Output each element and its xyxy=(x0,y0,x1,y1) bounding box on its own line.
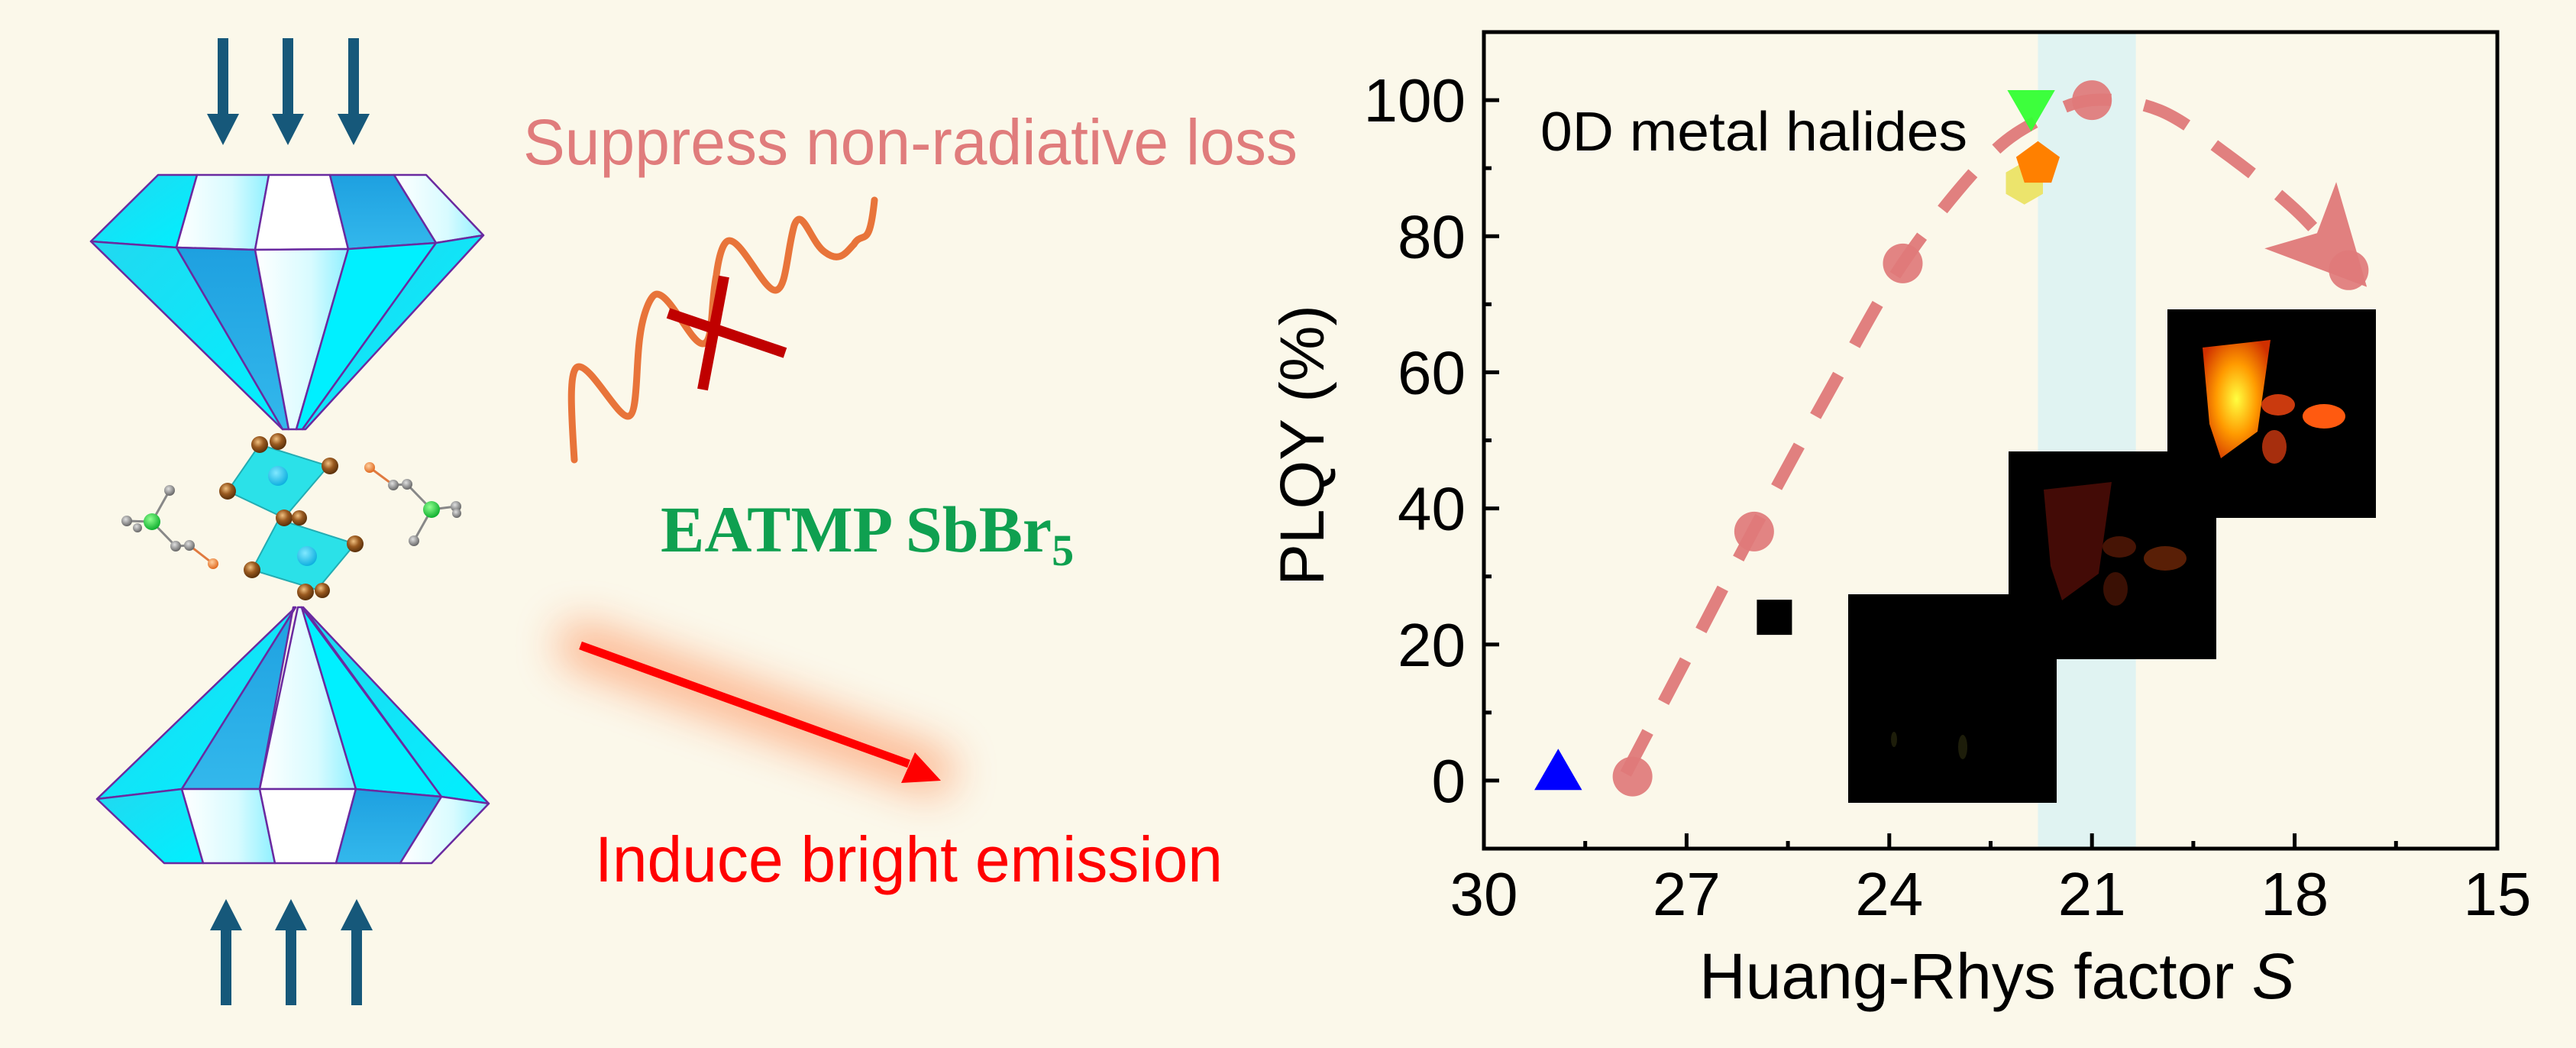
trend-curve xyxy=(1620,93,2368,777)
data-point-triangle-up xyxy=(1534,749,1582,791)
sbbr-octahedra xyxy=(219,433,364,600)
y-tick-label: 20 xyxy=(1398,611,1466,679)
emission-arrow-icon xyxy=(558,623,955,794)
x-tick-label: 18 xyxy=(2261,860,2329,928)
data-point-pentagon xyxy=(2015,141,2060,183)
emission-photo-low xyxy=(1848,594,2057,803)
crystal-fragment xyxy=(2103,572,2128,606)
down-arrow-icon xyxy=(338,38,370,145)
down-arrow-icon xyxy=(272,38,304,145)
down-arrow-icon xyxy=(207,38,239,145)
up-arrow-icon xyxy=(341,899,373,1005)
x-tick-label: 30 xyxy=(1450,860,1518,928)
pressure-arrows-top xyxy=(207,38,370,145)
up-arrow-icon xyxy=(210,899,242,1005)
y-tick-label: 0 xyxy=(1432,747,1466,815)
suppress-label: Suppress non-radiative loss xyxy=(523,106,1298,178)
crystal-large xyxy=(2203,340,2271,458)
crystal-structure xyxy=(121,433,461,600)
data-point-square xyxy=(1757,600,1792,636)
crystal-fragment xyxy=(2262,430,2287,464)
crystal-small xyxy=(2303,404,2345,429)
crystal-fragment xyxy=(2261,394,2295,416)
x-axis-label-text: Huang-Rhys factor xyxy=(1699,940,2234,1012)
emission-label: Induce bright emission xyxy=(595,823,1223,895)
y-tick-label: 40 xyxy=(1398,475,1466,543)
x-axis-label-symbol: S xyxy=(2252,940,2295,1012)
crystal-large xyxy=(2044,482,2112,600)
crystal-faint xyxy=(1891,732,1897,747)
nonradiative-wave-icon xyxy=(567,196,878,464)
pressure-illustration xyxy=(89,38,490,1005)
compound-label: EATMP SbBr5 xyxy=(661,493,1074,575)
axes: 30 27 24 21 18 15 0 20 40 60 80 100 xyxy=(1364,30,2532,928)
emission-photo-insets xyxy=(1848,309,2376,803)
y-axis-label: PLQY (%) xyxy=(1268,305,1337,586)
chart-annotation: 0D metal halides xyxy=(1540,102,1967,163)
y-tick-label: 60 xyxy=(1398,338,1466,406)
organic-cation-right xyxy=(364,462,461,546)
data-point-circle xyxy=(1612,756,1653,797)
up-arrow-icon xyxy=(275,899,307,1005)
pressure-arrows-bottom xyxy=(210,899,373,1005)
diamond-anvil-bottom xyxy=(95,606,490,865)
compound-formula: EATMP SbBr xyxy=(661,493,1052,566)
data-point-circle xyxy=(2329,250,2369,290)
data-point-circle xyxy=(1734,511,1774,551)
blocked-cross-icon xyxy=(666,275,787,391)
compound-subscript: 5 xyxy=(1052,526,1074,575)
y-tick-label: 80 xyxy=(1398,202,1466,270)
mechanism-annotations: Suppress non-radiative loss EATMP SbBr5 … xyxy=(523,106,1298,895)
x-tick-label: 27 xyxy=(1653,860,1721,928)
plqy-chart: 30 27 24 21 18 15 0 20 40 60 80 100 0D metal halide… xyxy=(1268,30,2532,1012)
crystal-faint xyxy=(1958,735,1967,759)
emission-photo-high xyxy=(2167,309,2376,518)
x-tick-label: 21 xyxy=(2058,860,2126,928)
x-tick-label: 24 xyxy=(1855,860,1923,928)
data-point-triangle-down xyxy=(2007,90,2055,131)
crystal-small xyxy=(2144,546,2187,571)
trend-curve-path xyxy=(1620,93,2368,777)
data-point-circle xyxy=(1883,243,1923,283)
organic-cation-left xyxy=(121,485,218,569)
x-tick-label: 15 xyxy=(2464,860,2532,928)
crystal-fragment xyxy=(2102,536,2136,558)
diamond-anvil-top xyxy=(89,173,485,431)
data-markers xyxy=(1534,80,2369,797)
x-axis-label: Huang-Rhys factor S xyxy=(1699,940,2295,1012)
data-point-circle xyxy=(2072,80,2112,121)
y-tick-label: 100 xyxy=(1364,66,1466,134)
